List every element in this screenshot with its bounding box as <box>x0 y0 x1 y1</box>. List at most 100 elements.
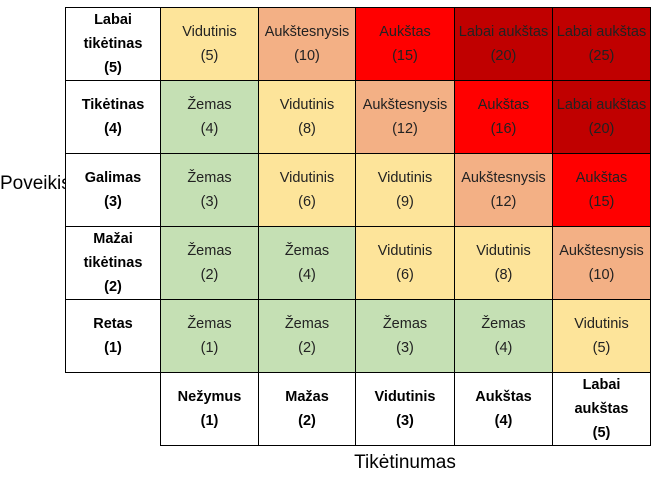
risk-cell: Vidutinis (8) <box>454 226 553 300</box>
row-header: Tikėtinas (4) <box>65 80 161 154</box>
column-header: Vidutinis (3) <box>355 372 455 446</box>
risk-level: Žemas <box>481 316 526 332</box>
risk-level: Žemas <box>187 170 232 186</box>
header-line: (1) <box>200 413 219 429</box>
column-header: Aukštas (4) <box>454 372 553 446</box>
risk-level: Aukštesnysis <box>559 243 644 259</box>
risk-score: (4) <box>298 267 316 283</box>
risk-cell: Vidutinis (6) <box>355 226 455 300</box>
header-line: Retas <box>93 316 133 332</box>
header-line: (1) <box>104 340 122 356</box>
risk-score: (12) <box>490 194 517 210</box>
matrix-row: Retas (1) Žemas (1) Žemas (2) Žemas (3) Žemas (4)… <box>65 299 651 373</box>
risk-level: Aukštesnysis <box>362 97 448 113</box>
risk-level: Žemas <box>284 243 330 259</box>
risk-cell: Žemas (2) <box>160 226 259 300</box>
header-line: (3) <box>104 194 122 210</box>
risk-score: (5) <box>200 48 219 64</box>
risk-cell: Žemas (4) <box>160 80 259 154</box>
risk-level: Vidutinis <box>182 24 237 40</box>
header-line: (2) <box>298 413 316 429</box>
risk-cell: Aukštesnysis (12) <box>355 80 455 154</box>
risk-score: (2) <box>200 267 219 283</box>
risk-score: (6) <box>298 194 316 210</box>
risk-matrix: Labai tikėtinas (5) Vidutinis (5) Aukštesnysi… <box>65 7 651 446</box>
x-axis-label: Tikėtinumas <box>354 452 456 473</box>
header-line: (4) <box>494 413 513 429</box>
risk-level: Žemas <box>187 97 232 113</box>
risk-level: Labai aukštas <box>458 24 549 40</box>
header-line: (4) <box>104 121 122 137</box>
column-header: Mažas (2) <box>258 372 356 446</box>
row-header: Galimas (3) <box>65 153 161 227</box>
risk-score: (3) <box>396 340 414 356</box>
risk-cell: Vidutinis (8) <box>258 80 356 154</box>
header-line: Tikėtinas <box>81 97 145 113</box>
header-line: Mažas <box>285 389 329 405</box>
risk-cell: Vidutinis (5) <box>160 7 259 81</box>
risk-level: Labai aukštas <box>556 24 647 40</box>
risk-cell: Aukštas (16) <box>454 80 553 154</box>
risk-level: Vidutinis <box>279 97 335 113</box>
column-header: Nežymus (1) <box>160 372 259 446</box>
risk-level: Žemas <box>187 243 232 259</box>
risk-cell: Žemas (2) <box>258 299 356 373</box>
risk-score: (10) <box>294 48 320 64</box>
risk-score: (9) <box>396 194 414 210</box>
header-line: aukštas <box>574 401 629 417</box>
risk-score: (6) <box>396 267 414 283</box>
risk-cell: Žemas (3) <box>355 299 455 373</box>
risk-cell: Aukštesnysis (10) <box>258 7 356 81</box>
row-header: Labai tikėtinas (5) <box>65 7 161 81</box>
risk-cell: Žemas (4) <box>258 226 356 300</box>
header-line: (2) <box>104 279 122 295</box>
header-line: (5) <box>592 425 611 441</box>
risk-level: Vidutinis <box>574 316 629 332</box>
risk-level: Žemas <box>284 316 330 332</box>
column-header: Labai aukštas (5) <box>552 372 651 446</box>
header-line: (3) <box>396 413 414 429</box>
risk-score: (12) <box>392 121 418 137</box>
row-header: Retas (1) <box>65 299 161 373</box>
risk-level: Vidutinis <box>279 170 335 186</box>
risk-level: Žemas <box>382 316 428 332</box>
matrix-row: Labai tikėtinas (5) Vidutinis (5) Aukštesnysi… <box>65 7 651 81</box>
risk-score: (4) <box>494 340 513 356</box>
risk-score: (1) <box>200 340 219 356</box>
risk-score: (16) <box>490 121 517 137</box>
header-line: tikėtinas <box>83 36 143 52</box>
risk-cell: Aukštesnysis (12) <box>454 153 553 227</box>
risk-score: (15) <box>392 48 418 64</box>
header-line: Mažai <box>93 231 133 247</box>
risk-cell: Aukštesnysis (10) <box>552 226 651 300</box>
header-line: Labai <box>94 12 132 28</box>
risk-cell: Vidutinis (5) <box>552 299 651 373</box>
risk-score: (8) <box>494 267 513 283</box>
corner-blank <box>66 373 161 446</box>
risk-score: (2) <box>298 340 316 356</box>
risk-cell: Žemas (1) <box>160 299 259 373</box>
header-line: (5) <box>104 60 122 76</box>
y-axis-label: Poveikis <box>0 173 71 194</box>
risk-cell: Žemas (4) <box>454 299 553 373</box>
risk-score: (15) <box>588 194 615 210</box>
matrix-row: Galimas (3) Žemas (3) Vidutinis (6) Vidutinis (… <box>65 153 651 227</box>
risk-score: (20) <box>490 48 517 64</box>
risk-cell: Aukštas (15) <box>355 7 455 81</box>
risk-level: Labai aukštas <box>556 97 647 113</box>
risk-score: (4) <box>200 121 219 137</box>
risk-cell: Žemas (3) <box>160 153 259 227</box>
risk-level: Aukštas <box>477 97 530 113</box>
header-line: Aukštas <box>475 389 532 405</box>
risk-score: (3) <box>200 194 219 210</box>
column-header-row: Nežymus (1) Mažas (2) Vidutinis (3) Aukštas (4)… <box>66 372 651 446</box>
risk-level: Aukštesnysis <box>461 170 546 186</box>
risk-level: Aukštas <box>575 170 628 186</box>
risk-cell: Aukštas (15) <box>552 153 651 227</box>
risk-cell: Labai aukštas (20) <box>552 80 651 154</box>
header-line: Vidutinis <box>374 389 436 405</box>
risk-level: Aukštesnysis <box>264 24 350 40</box>
risk-cell: Vidutinis (6) <box>258 153 356 227</box>
header-line: Labai <box>582 377 621 393</box>
risk-level: Vidutinis <box>476 243 531 259</box>
